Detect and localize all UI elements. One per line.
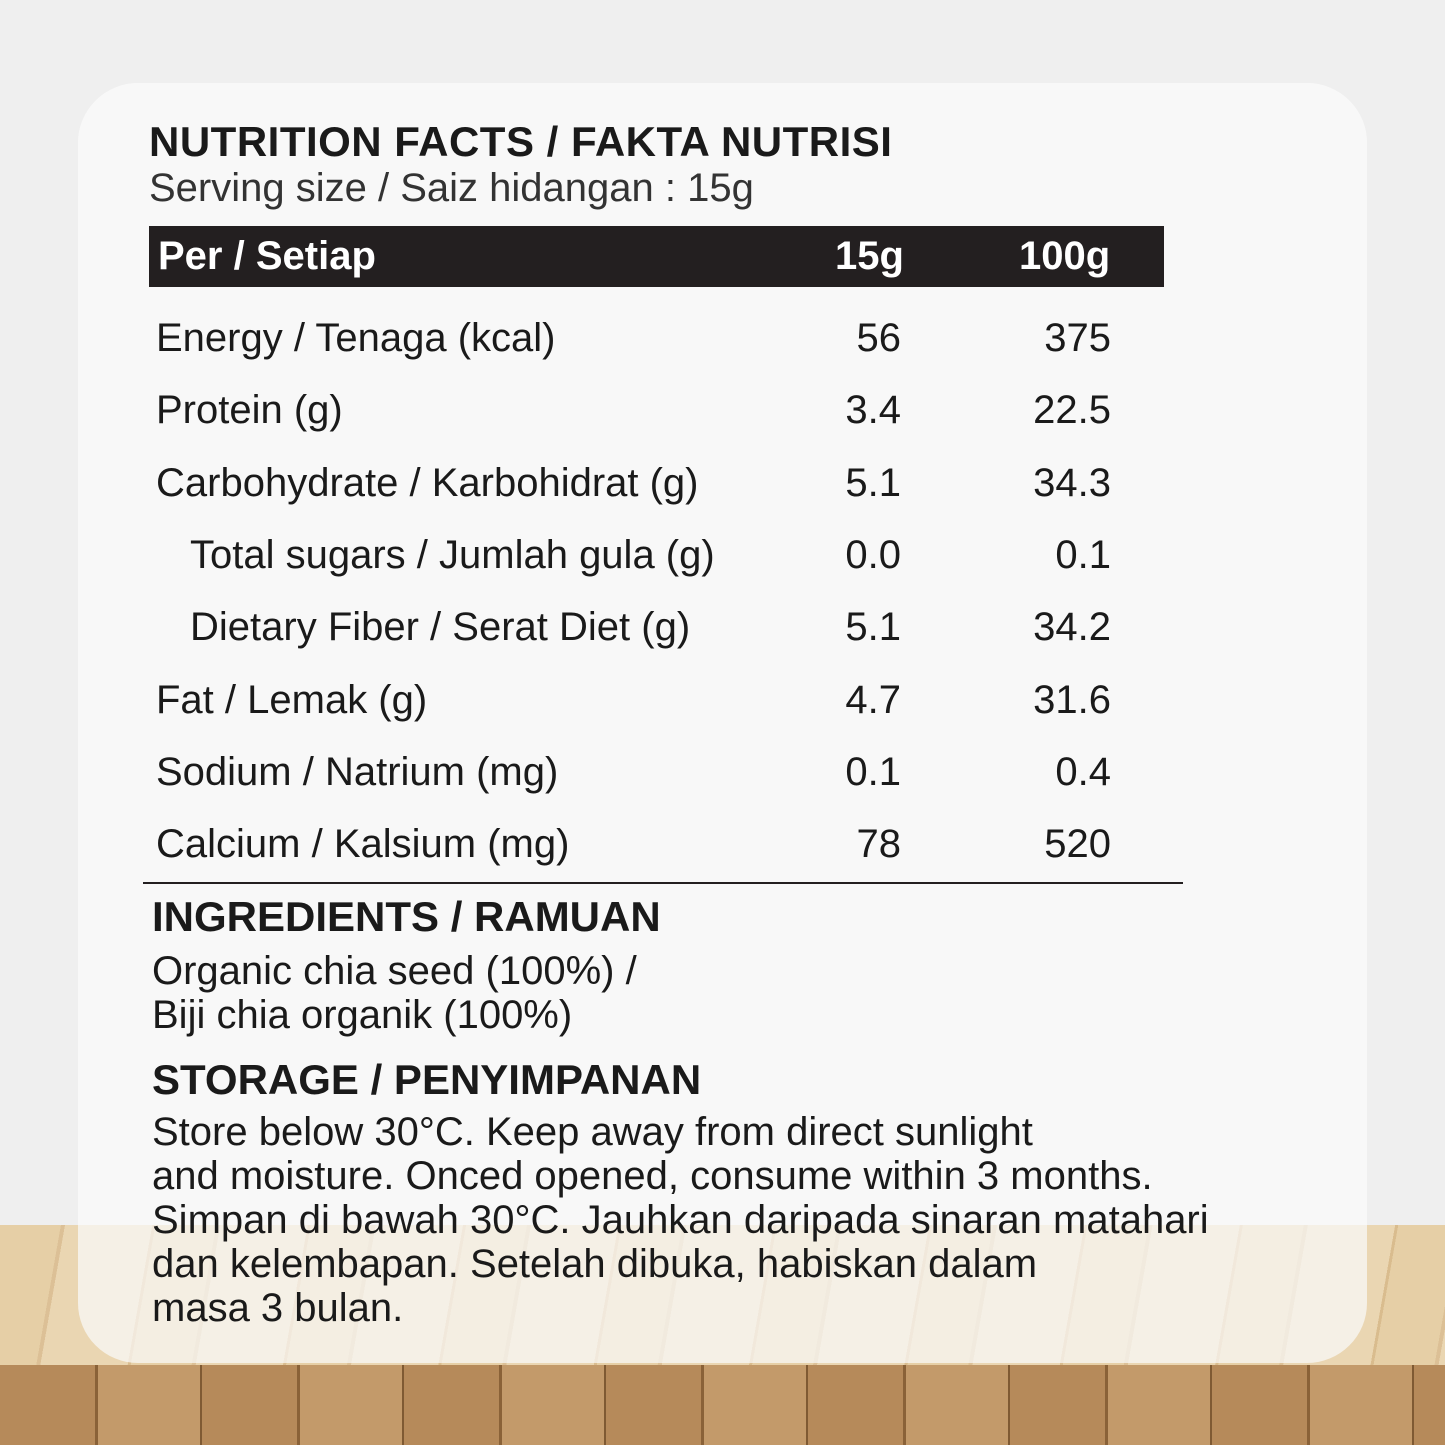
nutrient-label: Total sugars / Jumlah gula (g) [190, 532, 715, 577]
value-100g: 375 [1044, 316, 1111, 360]
divider [143, 882, 1183, 884]
nutrient-label: Protein (g) [156, 388, 343, 433]
value-15g: 3.4 [845, 388, 901, 433]
wooden-table-front [0, 1365, 1445, 1445]
value-15g: 5.1 [845, 460, 901, 505]
value-100g: 22.5 [1033, 388, 1111, 433]
header-label: Per / Setiap [158, 234, 376, 278]
nutrient-row: Calcium / Kalsium (mg) 78 520 [0, 822, 1445, 872]
ingredients-heading: INGREDIENTS / RAMUAN [152, 893, 661, 940]
value-15g: 5.1 [845, 605, 901, 650]
storage-heading: STORAGE / PENYIMPANAN [152, 1056, 702, 1103]
nutrient-row: Energy / Tenaga (kcal) 56 375 [0, 316, 1445, 366]
nutrient-row: Total sugars / Jumlah gula (g) 0.0 0.1 [0, 533, 1445, 583]
serving-size: Serving size / Saiz hidangan : 15g [149, 166, 754, 210]
header-15g: 15g [835, 234, 904, 278]
value-100g: 31.6 [1033, 677, 1111, 722]
storage-text: Store below 30°C. Keep away from direct … [152, 1110, 1209, 1330]
nutrient-row: Fat / Lemak (g) 4.7 31.6 [0, 678, 1445, 728]
nutrient-label: Dietary Fiber / Serat Diet (g) [190, 605, 691, 650]
nutrient-row: Protein (g) 3.4 22.5 [0, 388, 1445, 438]
value-100g: 0.4 [1055, 749, 1111, 794]
value-100g: 520 [1044, 822, 1111, 867]
nutrient-label: Carbohydrate / Karbohidrat (g) [156, 460, 699, 505]
ingredients-text: Organic chia seed (100%) / Biji chia org… [152, 949, 637, 1037]
value-100g: 34.3 [1033, 460, 1111, 505]
nutrient-row: Sodium / Natrium (mg) 0.1 0.4 [0, 750, 1445, 800]
nutrient-label: Energy / Tenaga (kcal) [156, 316, 556, 360]
value-15g: 0.1 [845, 749, 901, 794]
nutrient-label: Sodium / Natrium (mg) [156, 749, 559, 794]
value-100g: 0.1 [1055, 532, 1111, 577]
nutrient-row: Dietary Fiber / Serat Diet (g) 5.1 34.2 [0, 605, 1445, 655]
nutrient-row: Carbohydrate / Karbohidrat (g) 5.1 34.3 [0, 461, 1445, 511]
title: NUTRITION FACTS / FAKTA NUTRISI [149, 118, 893, 165]
table-header: Per / Setiap 15g 100g [149, 226, 1164, 287]
value-100g: 34.2 [1033, 605, 1111, 650]
value-15g: 4.7 [845, 677, 901, 722]
nutrient-label: Calcium / Kalsium (mg) [156, 822, 570, 867]
value-15g: 56 [856, 316, 902, 360]
value-15g: 0.0 [845, 532, 901, 577]
header-100g: 100g [1019, 234, 1111, 278]
value-15g: 78 [856, 822, 902, 867]
nutrient-label: Fat / Lemak (g) [156, 677, 428, 722]
